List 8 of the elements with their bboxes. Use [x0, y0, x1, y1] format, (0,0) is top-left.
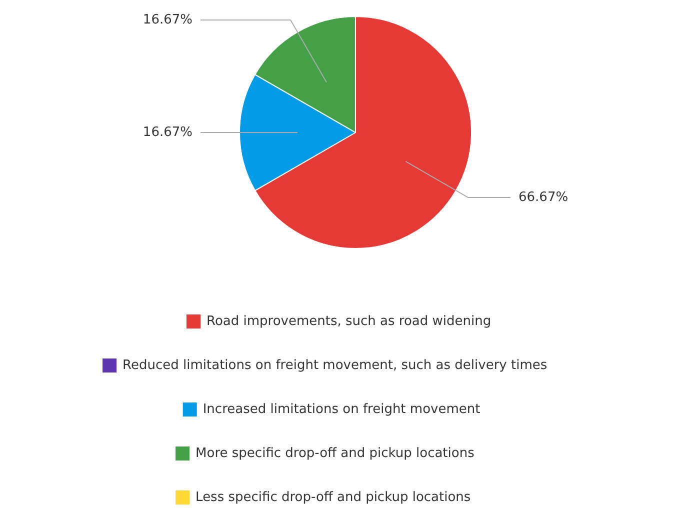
data-label: 16.67%: [142, 12, 193, 28]
data-label: 16.67%: [142, 125, 193, 140]
legend-label: Road improvements, such as road widening: [206, 314, 492, 329]
legend-label: Increased limitations on freight movement: [202, 402, 480, 417]
legend-label: More specific drop-off and pickup locations: [196, 446, 475, 461]
legend-label: Reduced limitations on freight movement, such as delivery times: [122, 358, 548, 373]
data-label: 66.67%: [518, 190, 568, 205]
legend-label: Less specific drop-off and pickup locations: [196, 490, 471, 505]
